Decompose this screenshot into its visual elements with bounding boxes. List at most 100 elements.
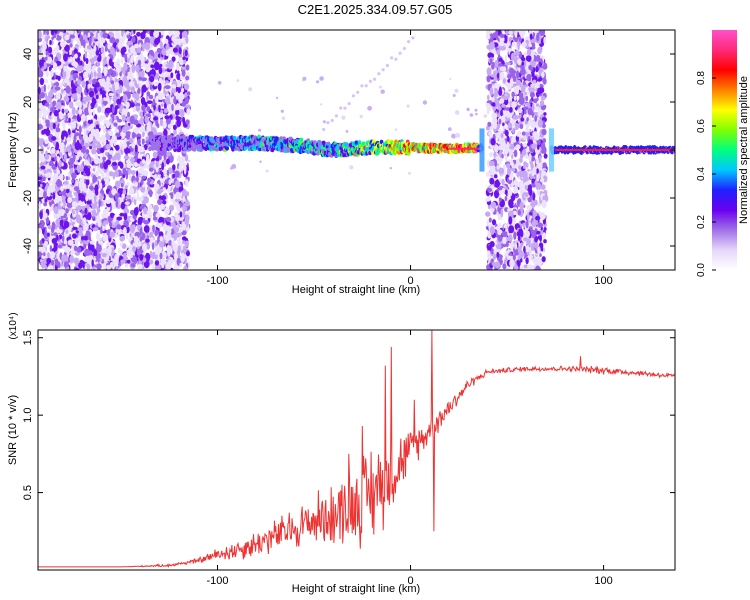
noise-speck [503,95,509,100]
noise-speck [529,33,533,40]
noise-speck [64,180,69,185]
noise-speck [104,107,111,114]
streak-dot [398,51,402,55]
noise-speck [63,53,68,62]
noise-speck [44,241,48,248]
noise-speck [144,170,148,177]
noise-speck [69,43,73,48]
noise-speck [99,147,105,154]
noise-speck [87,63,92,68]
noise-speck [55,194,60,203]
noise-speck [143,225,150,233]
noise-speck [117,192,120,198]
scatter-dot [532,79,537,84]
noise-speck [103,262,107,270]
noise-speck [124,204,128,213]
noise-speck [495,243,502,250]
noise-speck [85,57,89,65]
noise-speck [153,204,159,212]
streak-dot [381,68,385,72]
noise-speck [490,73,497,78]
scatter-dot [248,87,253,92]
noise-speck [176,38,182,46]
noise-speck [39,139,43,147]
streak-dot [330,118,334,123]
noise-speck [44,230,48,236]
noise-speck [71,201,78,208]
noise-speck [169,62,174,68]
scatter-dot [408,171,411,175]
noise-speck [123,62,128,71]
noise-speck [164,174,168,179]
noise-speck [127,148,131,154]
noise-speck [48,46,53,54]
noise-speck [526,48,532,56]
noise-speck [155,167,159,173]
noise-speck [121,193,125,199]
noise-speck [102,234,108,242]
noise-speck [489,226,495,235]
noise-speck [509,67,515,75]
noise-speck [125,72,128,77]
noise-speck [65,85,71,94]
diagonal-streak [322,36,415,132]
noise-speck [142,44,145,52]
noise-speck [539,100,545,107]
noise-speck [505,110,511,119]
noise-speck [536,168,539,174]
noise-speck [170,192,174,199]
noise-speck [88,255,94,260]
noise-speck [71,106,76,116]
noise-speck [185,218,189,225]
scatter-dot [359,114,363,119]
noise-speck [526,89,530,96]
noise-speck [121,47,127,53]
noise-speck [492,50,497,55]
noise-speck [525,220,529,229]
noise-speck [50,251,56,259]
noise-speck [51,136,57,141]
noise-speck [168,179,172,186]
streak-dot [390,56,394,60]
noise-speck [135,83,139,89]
noise-speck [498,118,502,125]
noise-speck [78,132,82,140]
noise-speck [84,248,90,257]
noise-speck [113,61,118,68]
noise-speck [89,240,95,245]
streak-dot [411,36,415,40]
scatter-dot [509,151,512,154]
noise-speck [99,257,103,263]
noise-speck [513,149,518,158]
noise-speck [128,244,133,250]
noise-speck [99,182,103,190]
noise-speck [133,119,139,126]
noise-speck [159,252,163,260]
noise-speck [161,260,167,265]
noise-speck [101,252,107,258]
noise-speck [489,87,494,96]
noise-speck [102,100,108,105]
noise-speck [58,112,64,120]
noise-speck [537,87,542,95]
noise-speck [142,243,148,252]
noise-speck [119,84,123,94]
noise-speck [130,102,135,108]
noise-speck [145,252,151,262]
noise-speck [519,172,526,178]
streak-dot [407,40,411,44]
noise-speck [539,30,546,37]
noise-speck [141,159,146,164]
noise-speck [102,226,105,232]
noise-speck [525,95,529,102]
noise-speck [44,198,48,203]
noise-speck [87,235,92,241]
noise-speck [164,234,171,242]
noise-speck [142,199,149,204]
noise-speck [528,170,532,175]
noise-speck [108,92,115,97]
noise-speck [156,222,162,229]
noise-speck [42,128,49,134]
noise-speck [95,94,99,100]
noise-speck [502,78,506,84]
